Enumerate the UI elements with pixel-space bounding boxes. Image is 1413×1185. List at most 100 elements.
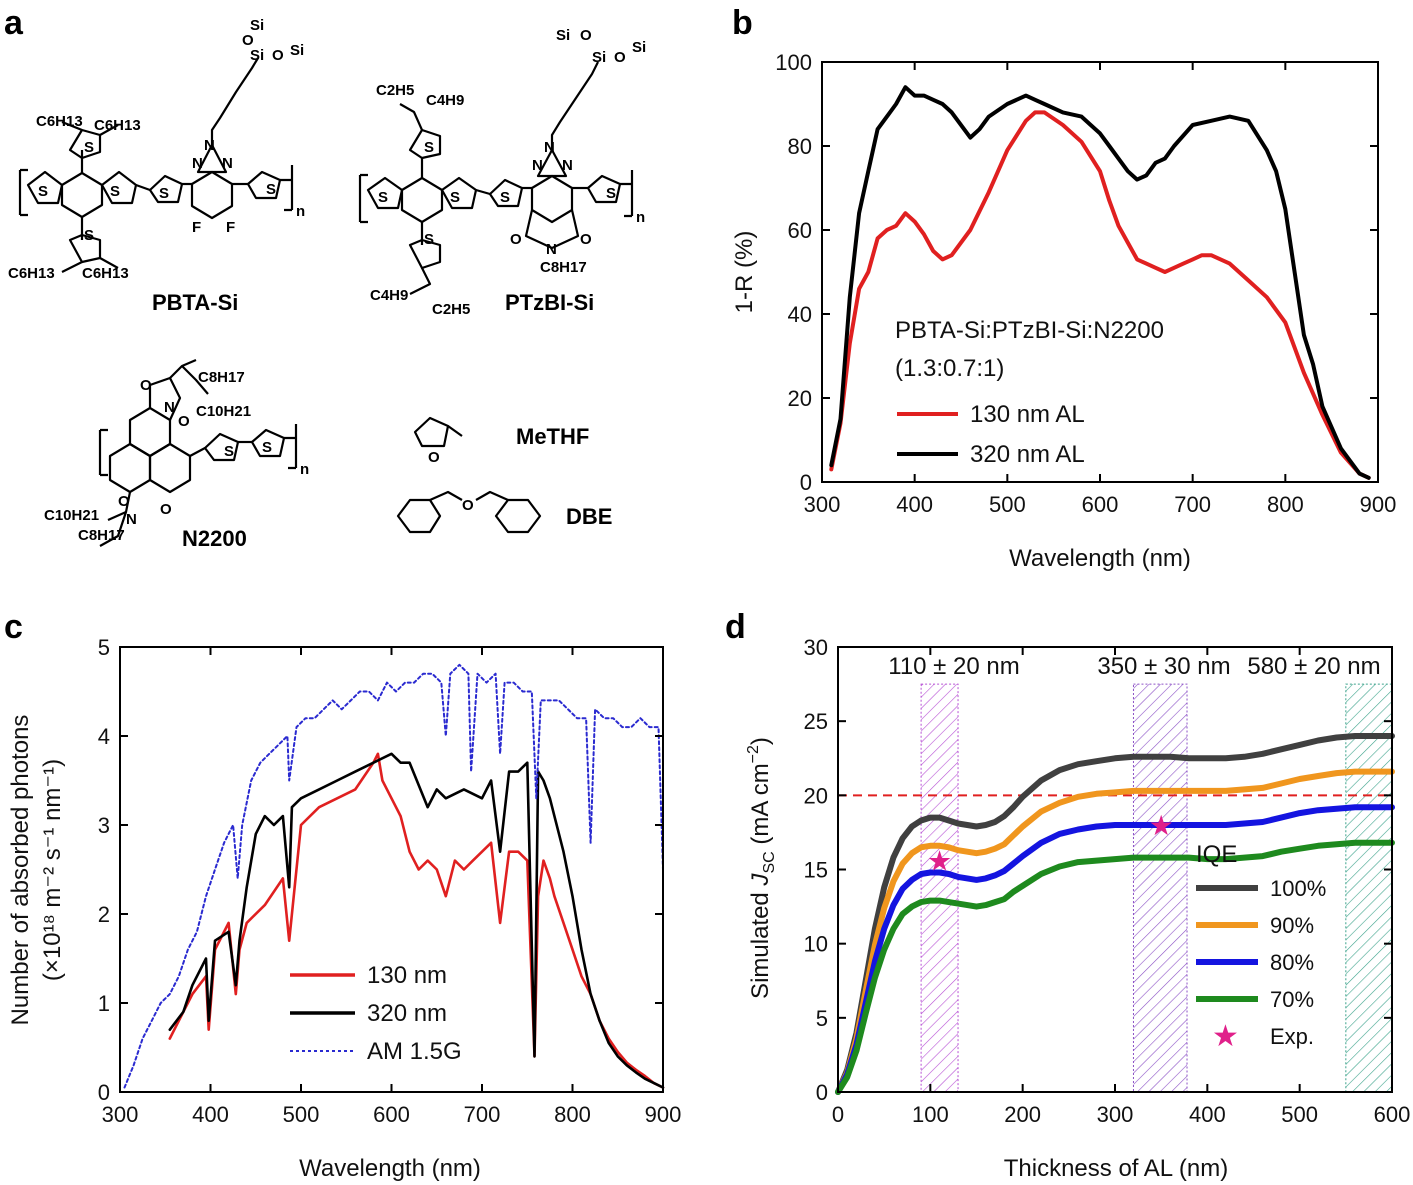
series-line-100-: [835, 733, 1395, 1095]
svg-text:O: O: [580, 231, 592, 248]
y-tick-label: 4: [98, 724, 110, 749]
svg-text:Si: Si: [556, 27, 570, 44]
y-tick-label: 5: [98, 635, 110, 660]
svg-text:C6H13: C6H13: [8, 265, 55, 282]
svg-text:n: n: [296, 203, 305, 220]
panel-b: b 300 400 500 600 700 800 900 0 20 40 60 80 100 PBTA…: [731, 4, 1396, 572]
x-tick-label: 400: [896, 492, 933, 517]
svg-text:O: O: [160, 501, 172, 518]
x-tick-label: 600: [1082, 492, 1119, 517]
svg-text:N: N: [546, 241, 557, 258]
molecule-ptzbi-si: [358, 61, 634, 295]
y-tick-label: 20: [804, 783, 828, 808]
y-tick-label: 40: [788, 302, 812, 327]
x-tick-label: 300: [804, 492, 841, 517]
x-tick-label: 400: [1189, 1102, 1226, 1127]
x-tick-label: 600: [373, 1102, 410, 1127]
svg-text:O: O: [140, 377, 152, 394]
svg-text:Si: Si: [592, 49, 606, 66]
y-tick-label: 0: [800, 470, 812, 495]
svg-text:Si: Si: [632, 39, 646, 56]
svg-text:S: S: [38, 183, 48, 200]
svg-text:N: N: [562, 157, 573, 174]
annotation-line1: PBTA-Si:PTzBI-Si:N2200: [895, 317, 1164, 344]
x-tick-label: 200: [1004, 1102, 1041, 1127]
series-line-130-nm-al: [829, 110, 1371, 480]
legend-title-iqe: IQE: [1196, 841, 1237, 868]
svg-text:N: N: [164, 399, 175, 416]
x-tick-label: 100: [912, 1102, 949, 1127]
x-axis-title-d: Thickness of AL (nm): [1004, 1155, 1229, 1182]
svg-text:O: O: [462, 497, 474, 514]
svg-text:n: n: [636, 209, 645, 226]
svg-text:N: N: [532, 157, 543, 174]
svg-text:N: N: [204, 137, 215, 154]
panel-a: a Si O Si O Si C6: [4, 4, 646, 551]
svg-text:Si: Si: [290, 42, 304, 59]
y-tick-label: 0: [98, 1080, 110, 1105]
svg-text:Si: Si: [250, 47, 264, 64]
svg-text:C6H13: C6H13: [94, 117, 141, 134]
panel-b-label: b: [732, 4, 753, 42]
series-line-130-nm: [168, 752, 665, 1089]
svg-text:C10H21: C10H21: [196, 403, 251, 420]
series-line-320-nm: [168, 752, 665, 1089]
y-axis-title-d: Simulated JSC (mA cm−2): [745, 737, 778, 999]
svg-text:S: S: [424, 231, 434, 248]
x-tick-label: 400: [192, 1102, 229, 1127]
y-axis-title-b: 1-R (%): [731, 231, 758, 314]
y-tick-label: 80: [788, 134, 812, 159]
svg-text:S: S: [424, 139, 434, 156]
svg-text:O: O: [178, 413, 190, 430]
panel-d-label: d: [725, 608, 746, 646]
x-axis-title-b: Wavelength (nm): [1009, 545, 1191, 572]
y-tick-label: 0: [816, 1080, 828, 1105]
legend-label-100: 100%: [1270, 876, 1326, 901]
series-line-90-: [835, 768, 1395, 1095]
svg-text:N: N: [192, 155, 203, 172]
y-tick-label: 5: [816, 1006, 828, 1031]
y-tick-label: 15: [804, 858, 828, 883]
svg-text:S: S: [224, 443, 234, 460]
band-0: [920, 683, 959, 1093]
legend-label-am15g: AM 1.5G: [367, 1038, 462, 1065]
svg-text:N: N: [222, 155, 233, 172]
y-axis-title-c-line1: Number of absorbed photons: [7, 715, 34, 1026]
legend-label-130nm: 130 nm: [367, 962, 447, 989]
x-tick-label: 500: [989, 492, 1026, 517]
plot-b: 300 400 500 600 700 800 900 0 20 40 60 80 100: [775, 50, 1396, 517]
svg-text:C8H17: C8H17: [540, 259, 587, 276]
panel-a-label: a: [4, 4, 24, 42]
svg-text:S: S: [450, 189, 460, 206]
svg-text:C8H17: C8H17: [78, 527, 125, 544]
y-tick-label: 100: [775, 50, 812, 75]
svg-text:Si: Si: [250, 17, 264, 34]
x-tick-label: 300: [102, 1102, 139, 1127]
y-axis-title-c-line2: (×10¹⁸ m⁻² s⁻¹ nm⁻¹): [39, 759, 66, 981]
svg-text:C4H9: C4H9: [370, 287, 408, 304]
band-label-350nm: 350 ± 30 nm: [1097, 653, 1230, 680]
legend-label-320nm-al: 320 nm AL: [970, 441, 1085, 468]
band-1: [1132, 683, 1188, 1093]
band-label-110nm: 110 ± 20 nm: [888, 653, 1019, 680]
exp-star-icon-1: ★: [1149, 809, 1174, 842]
svg-text:F: F: [192, 219, 201, 236]
series-line-320-nm-al: [829, 85, 1371, 480]
legend-label-70: 70%: [1270, 987, 1314, 1012]
y-tick-label: 25: [804, 709, 828, 734]
x-tick-label: 900: [1360, 492, 1397, 517]
svg-text:O: O: [614, 49, 626, 66]
y-tick-label: 60: [788, 218, 812, 243]
pbta-si-atom-labels: Si O Si O Si C6H13 C6H13 S S S S S S F F…: [8, 17, 305, 282]
svg-text:O: O: [242, 32, 254, 49]
n2200-atom-labels: C8H17 C10H21 O N O S S n O N O C10H21 C8…: [44, 369, 309, 544]
plot-c: 300 400 500 600 700 800 900 0 1 2 3 4 5: [98, 635, 682, 1127]
svg-text:S: S: [500, 189, 510, 206]
svg-text:C10H21: C10H21: [44, 507, 99, 524]
molecule-dbe: O: [396, 490, 542, 534]
series-line-80-: [835, 804, 1395, 1095]
legend-label-90: 90%: [1270, 913, 1314, 938]
legend-label-130nm-al: 130 nm AL: [970, 401, 1085, 428]
legend-label-exp: Exp.: [1270, 1024, 1314, 1049]
svg-text:C6H13: C6H13: [36, 113, 83, 130]
